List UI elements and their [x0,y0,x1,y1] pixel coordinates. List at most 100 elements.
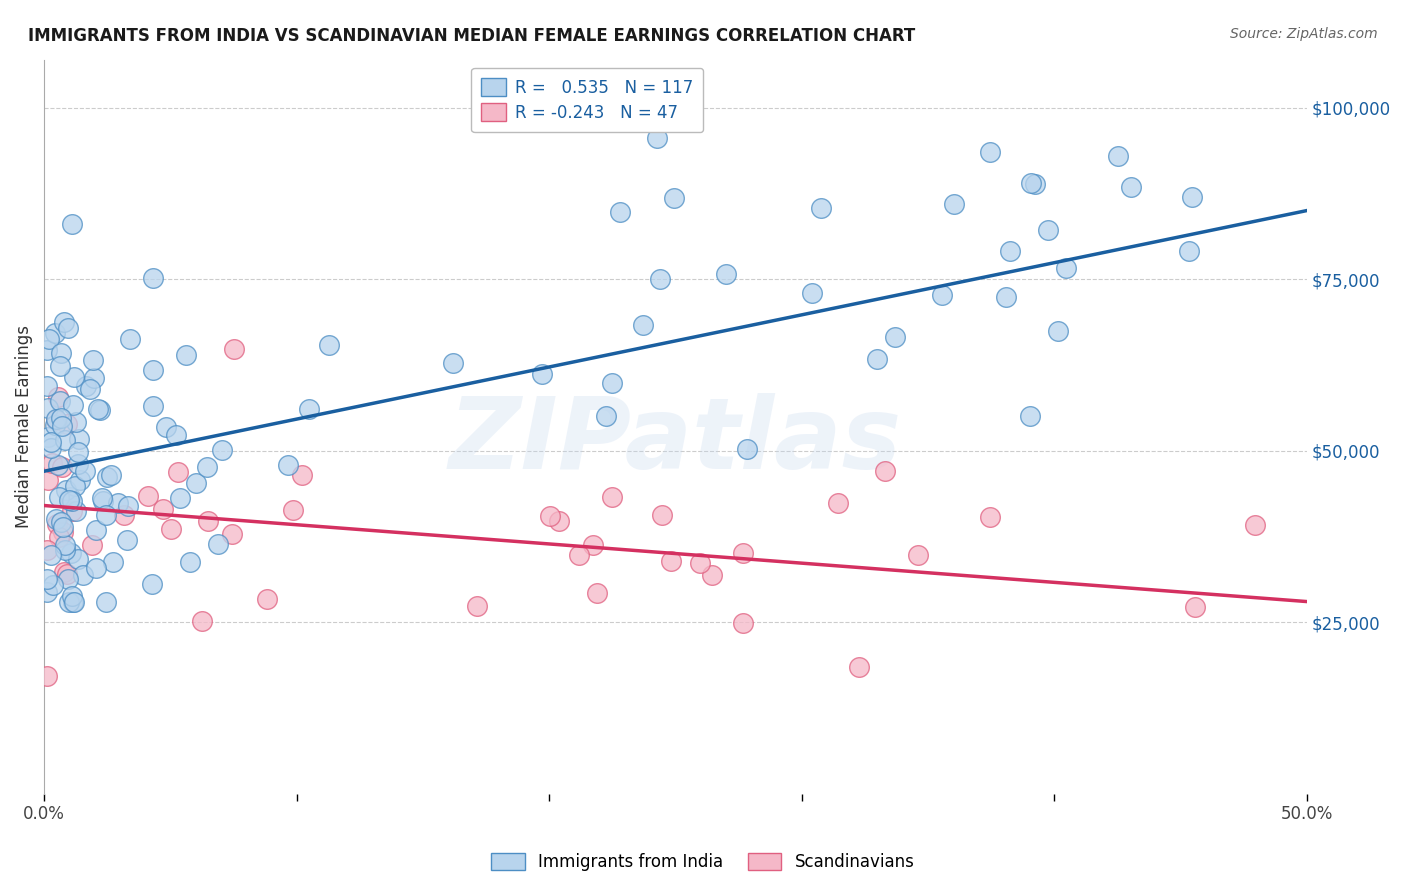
Point [69,473,91,487]
Point [873,465,896,479]
Point [568,548,591,562]
Point [115,533,138,547]
Legend: Immigrants from India, Scandinavians: Immigrants from India, Scandinavians [484,845,922,880]
Point [46,390,69,404]
Point [298,401,321,416]
Point [827,496,849,510]
Point [51,459,73,474]
Point [631,318,654,332]
Point [45,412,67,426]
Point [46,458,69,472]
Text: ZIPatlas: ZIPatlas [449,392,903,490]
Point [714,267,737,281]
Point [700,568,723,582]
Point [51,516,73,530]
Point [35,543,58,558]
Point [582,538,605,552]
Point [58,572,80,586]
Point [318,337,340,351]
Point [53,543,76,558]
Point [60,546,83,560]
Point [689,557,711,571]
Point [141,576,163,591]
Point [931,288,953,302]
Point [75,378,97,392]
Point [1019,409,1042,424]
Point [441,356,464,370]
Point [291,468,314,483]
Point [600,376,623,390]
Point [80,538,103,552]
Text: Source: ZipAtlas.com: Source: ZipAtlas.com [1230,27,1378,41]
Point [94,594,117,608]
Point [52,525,75,540]
Point [37,669,59,683]
Point [49,359,72,374]
Point [63,594,86,608]
Point [37,429,59,443]
Point [45,413,67,427]
Point [35,572,58,586]
Point [62,504,84,518]
Point [165,428,187,442]
Point [1244,517,1267,532]
Point [866,351,889,366]
Point [56,417,79,432]
Point [65,504,87,518]
Point [142,399,165,413]
Point [58,321,80,335]
Point [62,398,84,412]
Point [136,489,159,503]
Point [41,456,63,470]
Point [160,522,183,536]
Point [38,332,60,346]
Point [1184,599,1206,614]
Point [48,393,70,408]
Point [52,520,75,534]
Point [66,457,89,471]
Point [609,205,631,219]
Point [530,368,553,382]
Point [169,491,191,505]
Point [1107,149,1129,163]
Point [96,470,118,484]
Point [152,502,174,516]
Point [53,565,76,579]
Point [84,523,107,537]
Point [60,493,83,508]
Point [91,493,114,508]
Point [82,353,104,368]
Point [648,271,671,285]
Point [735,442,758,456]
Point [94,508,117,522]
Point [1181,190,1204,204]
Point [107,496,129,510]
Point [907,548,929,562]
Point [800,286,823,301]
Point [67,433,90,447]
Point [467,599,489,613]
Y-axis label: Median Female Earnings: Median Female Earnings [15,326,32,528]
Point [943,197,966,211]
Point [44,326,66,340]
Point [100,468,122,483]
Point [59,490,82,504]
Legend: R =   0.535   N = 117, R = -0.243   N = 47: R = 0.535 N = 117, R = -0.243 N = 47 [471,68,703,132]
Point [101,555,124,569]
Point [733,546,755,560]
Point [207,537,229,551]
Point [659,554,682,568]
Point [190,614,212,628]
Point [60,589,83,603]
Point [73,464,96,478]
Point [645,131,668,145]
Point [166,465,188,479]
Point [35,343,58,357]
Point [66,445,89,459]
Point [39,442,62,456]
Point [56,567,79,582]
Point [63,479,86,493]
Point [83,371,105,385]
Text: IMMIGRANTS FROM INDIA VS SCANDINAVIAN MEDIAN FEMALE EARNINGS CORRELATION CHART: IMMIGRANTS FROM INDIA VS SCANDINAVIAN ME… [28,27,915,45]
Point [277,458,299,472]
